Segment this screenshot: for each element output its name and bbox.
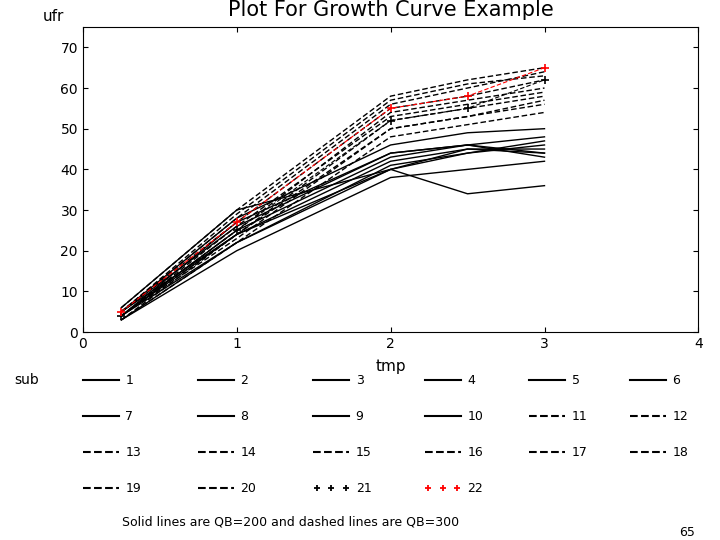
Text: 4: 4 [467, 374, 475, 387]
Text: Solid lines are QB=200 and dashed lines are QB=300: Solid lines are QB=200 and dashed lines … [122, 516, 459, 529]
Title: Plot For Growth Curve Example: Plot For Growth Curve Example [228, 0, 554, 20]
Text: 17: 17 [572, 446, 588, 458]
Text: 5: 5 [572, 374, 580, 387]
Text: 9: 9 [356, 410, 364, 423]
Text: 3: 3 [356, 374, 364, 387]
Text: ufr: ufr [42, 9, 64, 24]
Text: 6: 6 [672, 374, 680, 387]
Text: 14: 14 [240, 446, 256, 458]
Text: 7: 7 [125, 410, 133, 423]
Text: 15: 15 [356, 446, 372, 458]
Text: sub: sub [14, 373, 39, 387]
Text: 2: 2 [240, 374, 248, 387]
Text: 11: 11 [572, 410, 588, 423]
Text: 65: 65 [679, 525, 695, 538]
Text: 13: 13 [125, 446, 141, 458]
Text: 1: 1 [125, 374, 133, 387]
Text: 16: 16 [467, 446, 483, 458]
Text: 22: 22 [467, 482, 483, 495]
Text: 18: 18 [672, 446, 688, 458]
X-axis label: tmp: tmp [375, 359, 406, 374]
Text: 10: 10 [467, 410, 483, 423]
Text: 21: 21 [356, 482, 372, 495]
Text: 19: 19 [125, 482, 141, 495]
Text: 20: 20 [240, 482, 256, 495]
Text: 8: 8 [240, 410, 248, 423]
Text: 12: 12 [672, 410, 688, 423]
